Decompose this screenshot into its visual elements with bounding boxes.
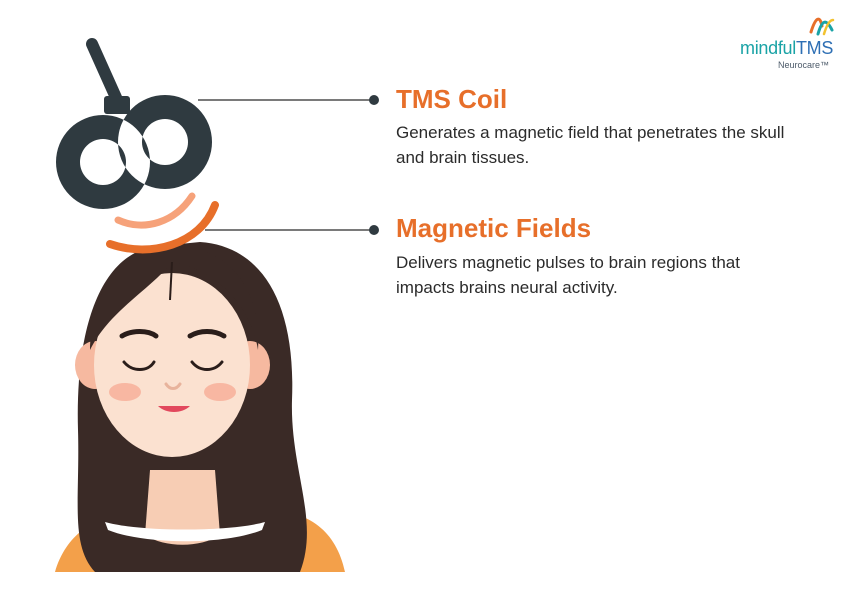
nose [164, 382, 182, 390]
mouth [158, 406, 190, 412]
hair-front [90, 245, 259, 350]
logo-wordmark: mindfulTMS [740, 38, 833, 59]
magnetic-field-arc-outer [106, 201, 219, 254]
magnetic-field-arc-inner [114, 192, 196, 229]
logo-brand-part2: TMS [795, 38, 834, 58]
coil-neck [104, 96, 130, 114]
right-cheek [204, 383, 236, 401]
callout-description-tms-coil: Generates a magnetic field that penetrat… [396, 123, 785, 167]
callout-dot-field [369, 225, 379, 235]
callout-title-tms-coil: TMS Coil [396, 84, 508, 114]
left-eye [122, 360, 156, 371]
callout-title-magnetic-fields: Magnetic Fields [396, 213, 592, 243]
logo-wave-icon [809, 17, 835, 36]
right-eye [190, 360, 224, 371]
right-eyebrow [187, 329, 227, 339]
left-cheek [109, 383, 141, 401]
coil-handle [86, 38, 124, 108]
coil-body [55, 95, 212, 210]
logo-brand-part1: mindful [740, 38, 796, 58]
left-eyebrow [119, 329, 159, 339]
callout-dot-coil [369, 95, 379, 105]
brand-logo[interactable]: mindfulTMS Neurocare™ [730, 14, 850, 74]
face [94, 273, 250, 457]
collar [105, 522, 265, 542]
callout-description-magnetic-fields: Delivers magnetic pulses to brain region… [396, 253, 740, 297]
hair-part [169, 261, 173, 301]
logo-subtitle: Neurocare™ [778, 60, 830, 70]
neck [145, 470, 220, 545]
